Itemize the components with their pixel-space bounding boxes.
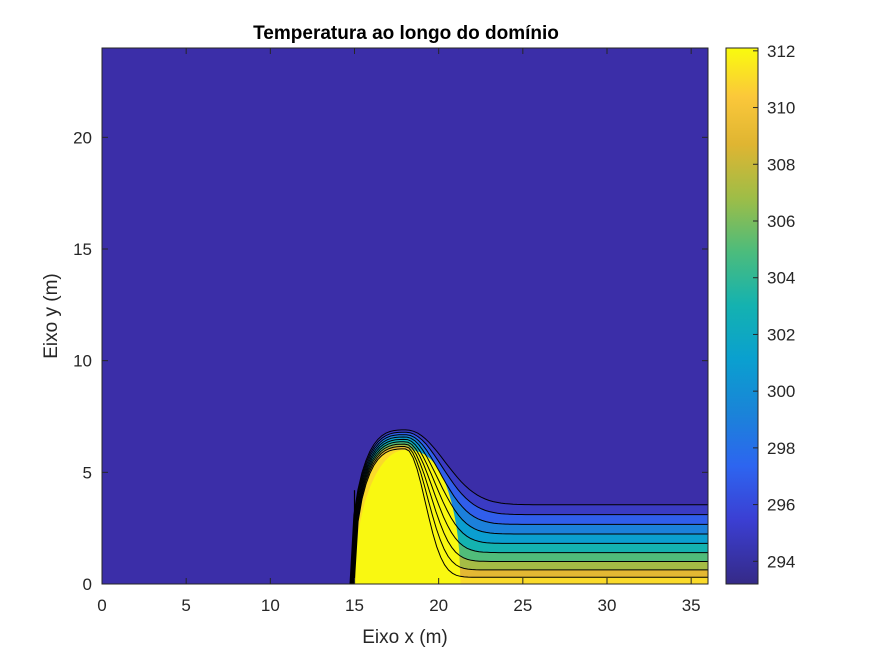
colorbar-tick-label: 302 — [767, 325, 795, 344]
y-tick-label: 0 — [83, 575, 92, 594]
x-tick-label: 25 — [513, 596, 532, 615]
colorbar-tick-label: 300 — [767, 382, 795, 401]
y-axis: 0 5 10 15 20 — [73, 128, 708, 594]
y-tick-label: 15 — [73, 240, 92, 259]
colorbar-axis: 294 296 298 300 302 304 306 308 310 312 — [753, 42, 795, 571]
colorbar-tick-label: 312 — [767, 42, 795, 61]
colorbar-tick-label: 298 — [767, 439, 795, 458]
y-tick-label: 20 — [73, 128, 92, 147]
contour-line — [353, 446, 708, 584]
heated-region — [354, 450, 461, 584]
contour-line — [350, 434, 708, 584]
contour-line — [353, 448, 708, 584]
heatmap-layer — [349, 429, 708, 584]
contour-line — [352, 443, 708, 584]
colorbar-tick-label: 310 — [767, 99, 795, 118]
colorbar-tick-label: 294 — [767, 552, 795, 571]
contour-line — [351, 438, 708, 584]
x-tick-label: 15 — [345, 596, 364, 615]
x-tick-label: 20 — [429, 596, 448, 615]
chart-title: Temperatura ao longo do domínio — [253, 23, 559, 44]
contour-line — [352, 441, 708, 584]
contour-line — [351, 436, 708, 584]
contour-line — [350, 431, 708, 584]
colorbar-tick-label: 304 — [767, 269, 795, 288]
x-tick-label: 0 — [97, 596, 106, 615]
y-axis-label: Eixo y (m) — [41, 273, 62, 359]
colorbar-tick-label: 308 — [767, 155, 795, 174]
contour-line — [349, 429, 708, 584]
axes-frame — [101, 47, 709, 585]
x-axis: 0 5 10 15 20 25 30 35 — [97, 48, 701, 615]
contour-layer — [349, 429, 708, 584]
x-tick-label: 5 — [181, 596, 190, 615]
colorbar-tick-label: 296 — [767, 496, 795, 515]
x-tick-label: 10 — [261, 596, 280, 615]
y-tick-label: 5 — [83, 463, 92, 482]
colorbar — [725, 47, 759, 585]
x-tick-label: 30 — [598, 596, 617, 615]
y-tick-label: 10 — [73, 352, 92, 371]
colorbar-tick-label: 306 — [767, 212, 795, 231]
x-axis-label: Eixo x (m) — [362, 627, 448, 648]
x-tick-label: 35 — [682, 596, 701, 615]
